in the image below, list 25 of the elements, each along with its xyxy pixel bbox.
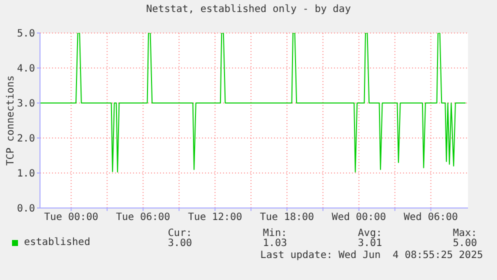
y-tick-label: 5.0 <box>16 28 35 40</box>
y-tick-label: 4.0 <box>16 64 35 75</box>
x-tick-label: Tue 12:00 <box>188 212 242 224</box>
x-tick-label: Tue 06:00 <box>116 212 170 224</box>
text: 5.00 <box>452 238 477 249</box>
y-tick-label: 0.0 <box>16 204 35 215</box>
x-tick-label: Wed 06:00 <box>404 212 458 224</box>
x-tick-label: Wed 00:00 <box>332 212 386 224</box>
text: Cur: <box>166 228 192 239</box>
y-tick-label: 1.0 <box>16 168 35 180</box>
text: 3.00 <box>166 238 192 249</box>
x-tick-label: Tue 18:00 <box>260 212 314 224</box>
legend-label: established <box>24 237 90 248</box>
text: 3.01 <box>356 238 382 249</box>
y-tick-label: 2.0 <box>16 134 35 145</box>
chart-title: Netstat, established only - by day <box>145 4 352 15</box>
x-tick-label: Tue 00:00 <box>44 212 98 224</box>
text: Min: <box>262 228 287 239</box>
text: Avg: <box>356 228 382 239</box>
text: Max: <box>452 228 477 239</box>
text: 1.03 <box>262 238 287 249</box>
y-axis-title: TCP connections <box>6 74 16 166</box>
line-series <box>40 33 466 172</box>
y-tick-label: 3.0 <box>16 98 35 110</box>
text: Last update: Wed Jun 4 08:55:25 2025 <box>260 250 483 261</box>
